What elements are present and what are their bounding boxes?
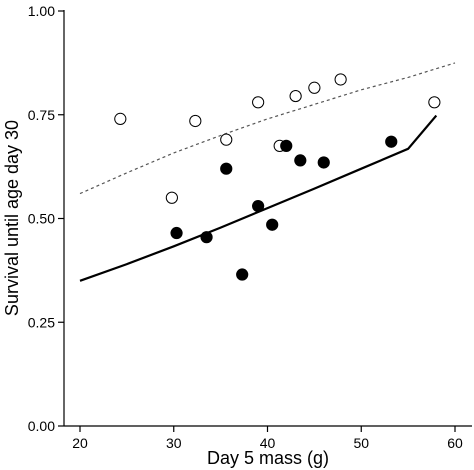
fit-lines (79, 62, 456, 282)
fit-line-dashed (79, 62, 456, 195)
x-tick-label: 30 (166, 435, 182, 451)
open-point (289, 89, 302, 103)
open-point (220, 133, 233, 146)
open-point (308, 81, 321, 94)
open-point (189, 114, 202, 128)
filled-point (220, 162, 233, 175)
open-point (165, 191, 178, 204)
filled-point (170, 226, 183, 240)
y-axis-title: Survival until age day 30 (2, 120, 22, 316)
y-tick-label: 0.00 (28, 418, 55, 434)
filled-point (317, 156, 330, 169)
x-tick-label: 50 (353, 435, 369, 451)
filled-point (266, 218, 279, 231)
x-tick-label: 20 (72, 435, 88, 451)
filled-point (252, 199, 265, 213)
x-tick-label: 60 (447, 435, 463, 451)
open-point (428, 96, 441, 109)
y-tick-label: 0.25 (28, 314, 55, 330)
filled-point (385, 135, 398, 148)
ticks: 20 30 40 50 60 0.00 0.25 0.50 0.75 1.00 (28, 3, 463, 451)
filled-point (294, 154, 307, 167)
filled-point (280, 139, 293, 152)
open-point (252, 96, 265, 109)
axes (63, 10, 472, 427)
x-tick-label: 40 (260, 435, 276, 451)
filled-point (200, 231, 213, 244)
y-tick-label: 0.50 (28, 211, 55, 227)
data-points (114, 73, 441, 281)
y-tick-label: 1.00 (28, 3, 55, 19)
y-tick-label: 0.75 (28, 107, 55, 123)
filled-point (236, 268, 249, 281)
open-point (114, 112, 127, 126)
open-point (334, 73, 347, 86)
fit-line-solid (79, 114, 438, 282)
x-axis-title: Day 5 mass (g) (207, 448, 329, 468)
